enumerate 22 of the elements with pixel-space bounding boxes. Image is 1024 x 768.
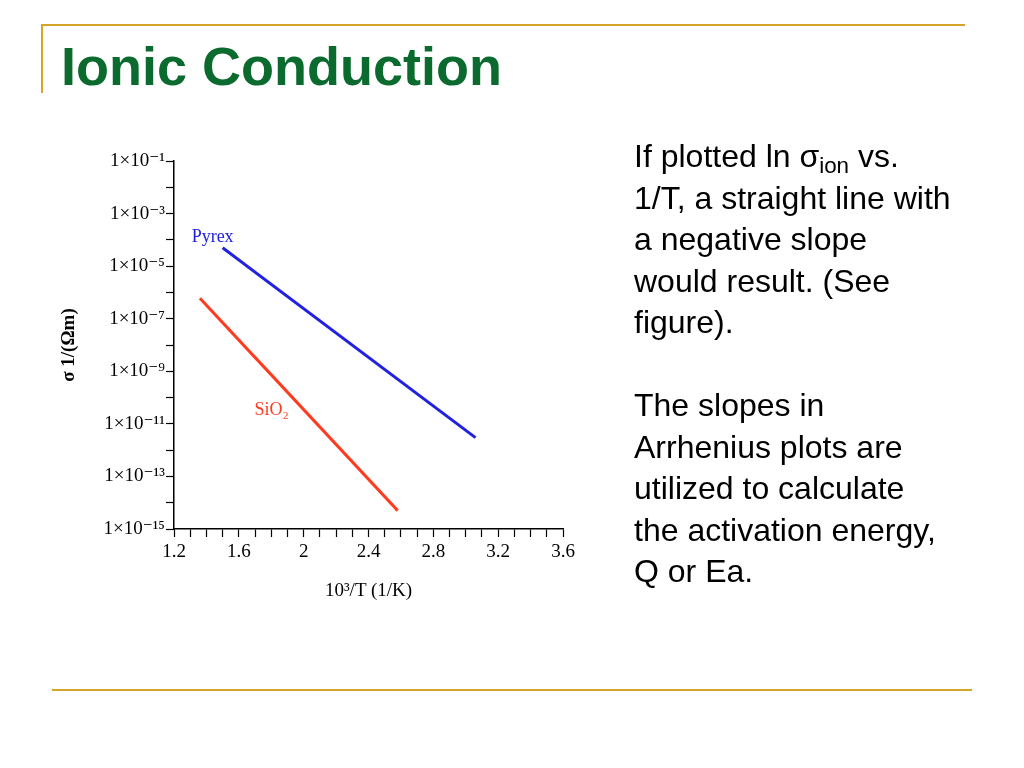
x-tick-label: 2.4 [356, 540, 381, 562]
x-tick-label: 2 [298, 540, 309, 562]
x-tick-label: 1.6 [226, 540, 251, 562]
series-label: Pyrex [191, 225, 234, 246]
chart-title: Ionic Conduction [61, 36, 502, 96]
y-tick-label: 1×10⁻⁹ [109, 359, 166, 381]
y-axis-title: σ 1/(Ωm) [57, 308, 80, 382]
x-tick-label: 3.2 [486, 540, 511, 562]
x-tick-label: 1.2 [162, 540, 186, 562]
y-tick-label: 1×10⁻¹³ [104, 464, 166, 486]
x-axis-title: 10³/T (1/K) [324, 578, 413, 601]
x-tick-label: 2.8 [421, 540, 446, 562]
y-tick-label: 1×10⁻⁷ [109, 306, 165, 328]
text: If plotted ln σ$_{ion}$ vs. 1/T, a straight line with a negative slope would result. (See figure). [634, 137, 952, 342]
text: The slopes in Arrhenius plots are utilized to calculate the activation energy, Q or Ea. [634, 386, 937, 591]
series-label: SiO₂ [254, 399, 289, 420]
y-tick-label: 1×10⁻⁵ [109, 254, 165, 276]
y-tick-label: 1×10⁻³ [110, 201, 166, 223]
x-tick-label: 3.6 [551, 540, 575, 562]
y-tick-label: 1×10⁻¹¹ [104, 411, 166, 433]
y-tick-label: 1×10⁻¹⁵ [103, 516, 165, 538]
y-tick-label: 1×10⁻¹ [110, 148, 166, 170]
